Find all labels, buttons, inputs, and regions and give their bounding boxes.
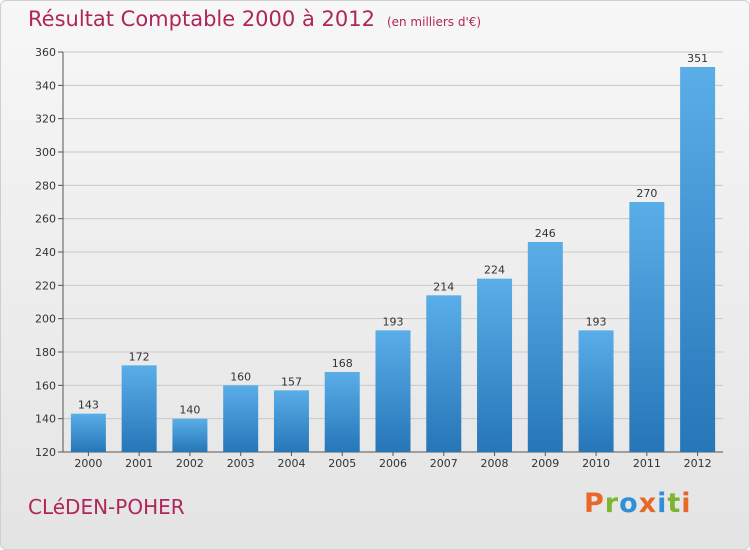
y-tick-label: 220 — [35, 279, 56, 292]
y-tick-label: 360 — [35, 46, 56, 59]
data-label-2000: 143 — [78, 399, 99, 412]
data-label-2006: 193 — [383, 315, 404, 328]
x-tick-label-2005: 2005 — [328, 457, 356, 470]
x-tick-label-2012: 2012 — [684, 457, 712, 470]
bar-2005 — [324, 372, 360, 452]
data-label-2005: 168 — [332, 357, 353, 370]
chart-title: Résultat Comptable 2000 à 2012 (en millie… — [28, 7, 481, 31]
y-tick-label: 140 — [35, 413, 56, 426]
bar-2000 — [70, 413, 106, 452]
chart-title-text: Résultat Comptable 2000 à 2012 — [28, 7, 375, 31]
bars — [70, 67, 716, 452]
data-label-2003: 160 — [230, 370, 251, 383]
logo-letter: x — [638, 488, 658, 519]
chart-subtitle: (en milliers d'€) — [386, 15, 482, 29]
x-tick-label-2004: 2004 — [277, 457, 305, 470]
x-tick-label-2002: 2002 — [176, 457, 204, 470]
data-label-2012: 351 — [687, 52, 708, 65]
logo-letter: t — [667, 488, 682, 519]
y-tick-label: 180 — [35, 346, 56, 359]
bar-2011 — [629, 202, 665, 452]
logo-letter: i — [681, 488, 692, 519]
x-tick-label-2006: 2006 — [379, 457, 407, 470]
city-name: CLéDEN-POHER — [28, 495, 185, 519]
data-label-2007: 214 — [433, 280, 454, 293]
x-tick-label-2010: 2010 — [582, 457, 610, 470]
y-tick-label: 340 — [35, 79, 56, 92]
bar-2012 — [680, 67, 716, 452]
y-tick-label: 320 — [35, 113, 56, 126]
y-tick-label: 160 — [35, 379, 56, 392]
y-tick-label: 240 — [35, 246, 56, 259]
logo-letter: o — [619, 488, 639, 519]
bar-2010 — [578, 330, 614, 452]
logo-letter: r — [604, 488, 620, 519]
data-label-2001: 172 — [129, 350, 150, 363]
data-label-2004: 157 — [281, 375, 302, 388]
data-label-2002: 140 — [179, 404, 200, 417]
x-tick-label-2001: 2001 — [125, 457, 153, 470]
x-tick-label-2008: 2008 — [481, 457, 509, 470]
data-label-2008: 224 — [484, 264, 505, 277]
y-tick-label: 200 — [35, 313, 56, 326]
y-tick-label: 280 — [35, 179, 56, 192]
logo-letter: i — [657, 488, 668, 519]
x-tick-label-2003: 2003 — [227, 457, 255, 470]
labels: 120 140 160 180 200 220 240 260 280 300 320 340 360 1… — [35, 46, 712, 470]
bar-2008 — [477, 278, 513, 452]
logo-letter: P — [584, 488, 605, 519]
bar-2002 — [172, 418, 208, 452]
y-tick-label: 260 — [35, 213, 56, 226]
data-label-2011: 270 — [636, 187, 657, 200]
x-tick-label-2000: 2000 — [74, 457, 102, 470]
y-tick-label: 300 — [35, 146, 56, 159]
data-label-2009: 246 — [535, 227, 556, 240]
bar-2001 — [121, 365, 157, 452]
x-tick-label-2011: 2011 — [633, 457, 661, 470]
bar-2004 — [273, 390, 309, 452]
y-tick-label: 120 — [35, 446, 56, 459]
bar-2007 — [426, 295, 462, 452]
data-label-2010: 193 — [586, 315, 607, 328]
bar-2009 — [527, 242, 563, 452]
proxiti-logo: Proxiti — [584, 488, 692, 519]
bar-2006 — [375, 330, 411, 452]
x-tick-label-2009: 2009 — [531, 457, 559, 470]
bar-2003 — [223, 385, 259, 452]
x-tick-label-2007: 2007 — [430, 457, 458, 470]
